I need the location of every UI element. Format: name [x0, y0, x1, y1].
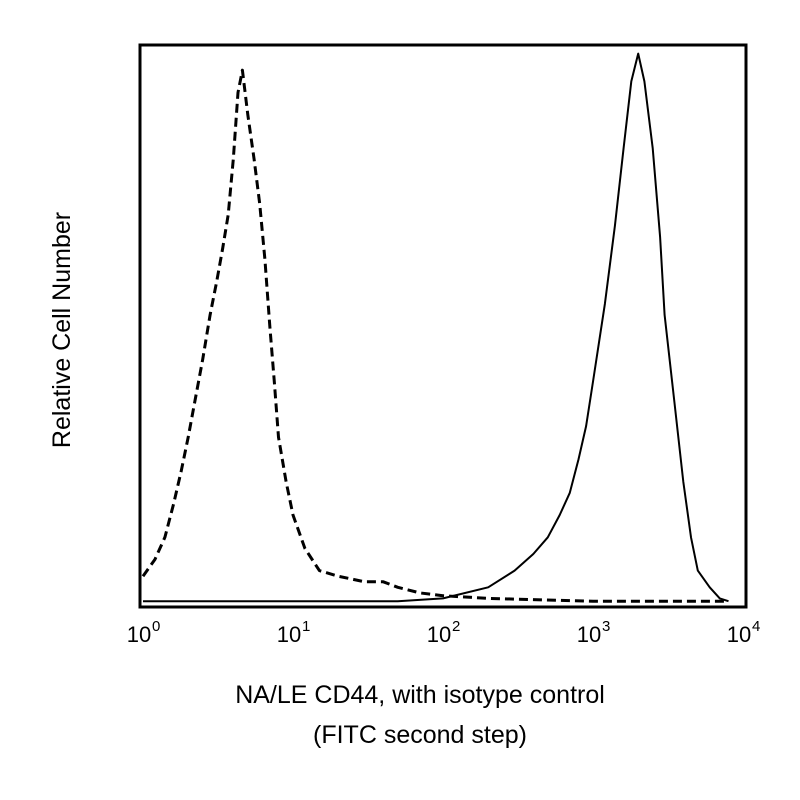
x-tick-base: 10 [577, 622, 601, 647]
x-tick-exponent: 0 [152, 618, 160, 635]
series-line-dashed [141, 68, 729, 603]
x-tick-exponent: 2 [452, 618, 460, 635]
x-tick-exponent: 3 [602, 618, 610, 635]
x-axis-title: NA/LE CD44, with isotype control [235, 681, 605, 709]
x-tick-base: 10 [127, 622, 151, 647]
x-tick-base: 10 [277, 622, 301, 647]
x-tick-label: 10 1 [277, 618, 311, 647]
x-tick-base: 10 [727, 622, 751, 647]
x-tick-exponent: 1 [302, 618, 310, 635]
y-axis-title: Relative Cell Number [48, 212, 76, 448]
plot-area [141, 52, 729, 603]
x-tick-label: 10 2 [427, 618, 461, 647]
x-tick-label: 10 3 [577, 618, 611, 647]
x-tick-base: 10 [427, 622, 451, 647]
x-axis-title-line2: (FITC second step) [313, 721, 527, 749]
x-tick-label: 10 0 [127, 618, 161, 647]
plot-frame [138, 43, 748, 609]
series-line-solid [143, 52, 729, 603]
x-axis-ticks: 10 0 10 1 10 2 10 3 10 4 [127, 618, 761, 647]
x-tick-exponent: 4 [752, 618, 760, 635]
x-tick-label: 10 4 [727, 618, 761, 647]
